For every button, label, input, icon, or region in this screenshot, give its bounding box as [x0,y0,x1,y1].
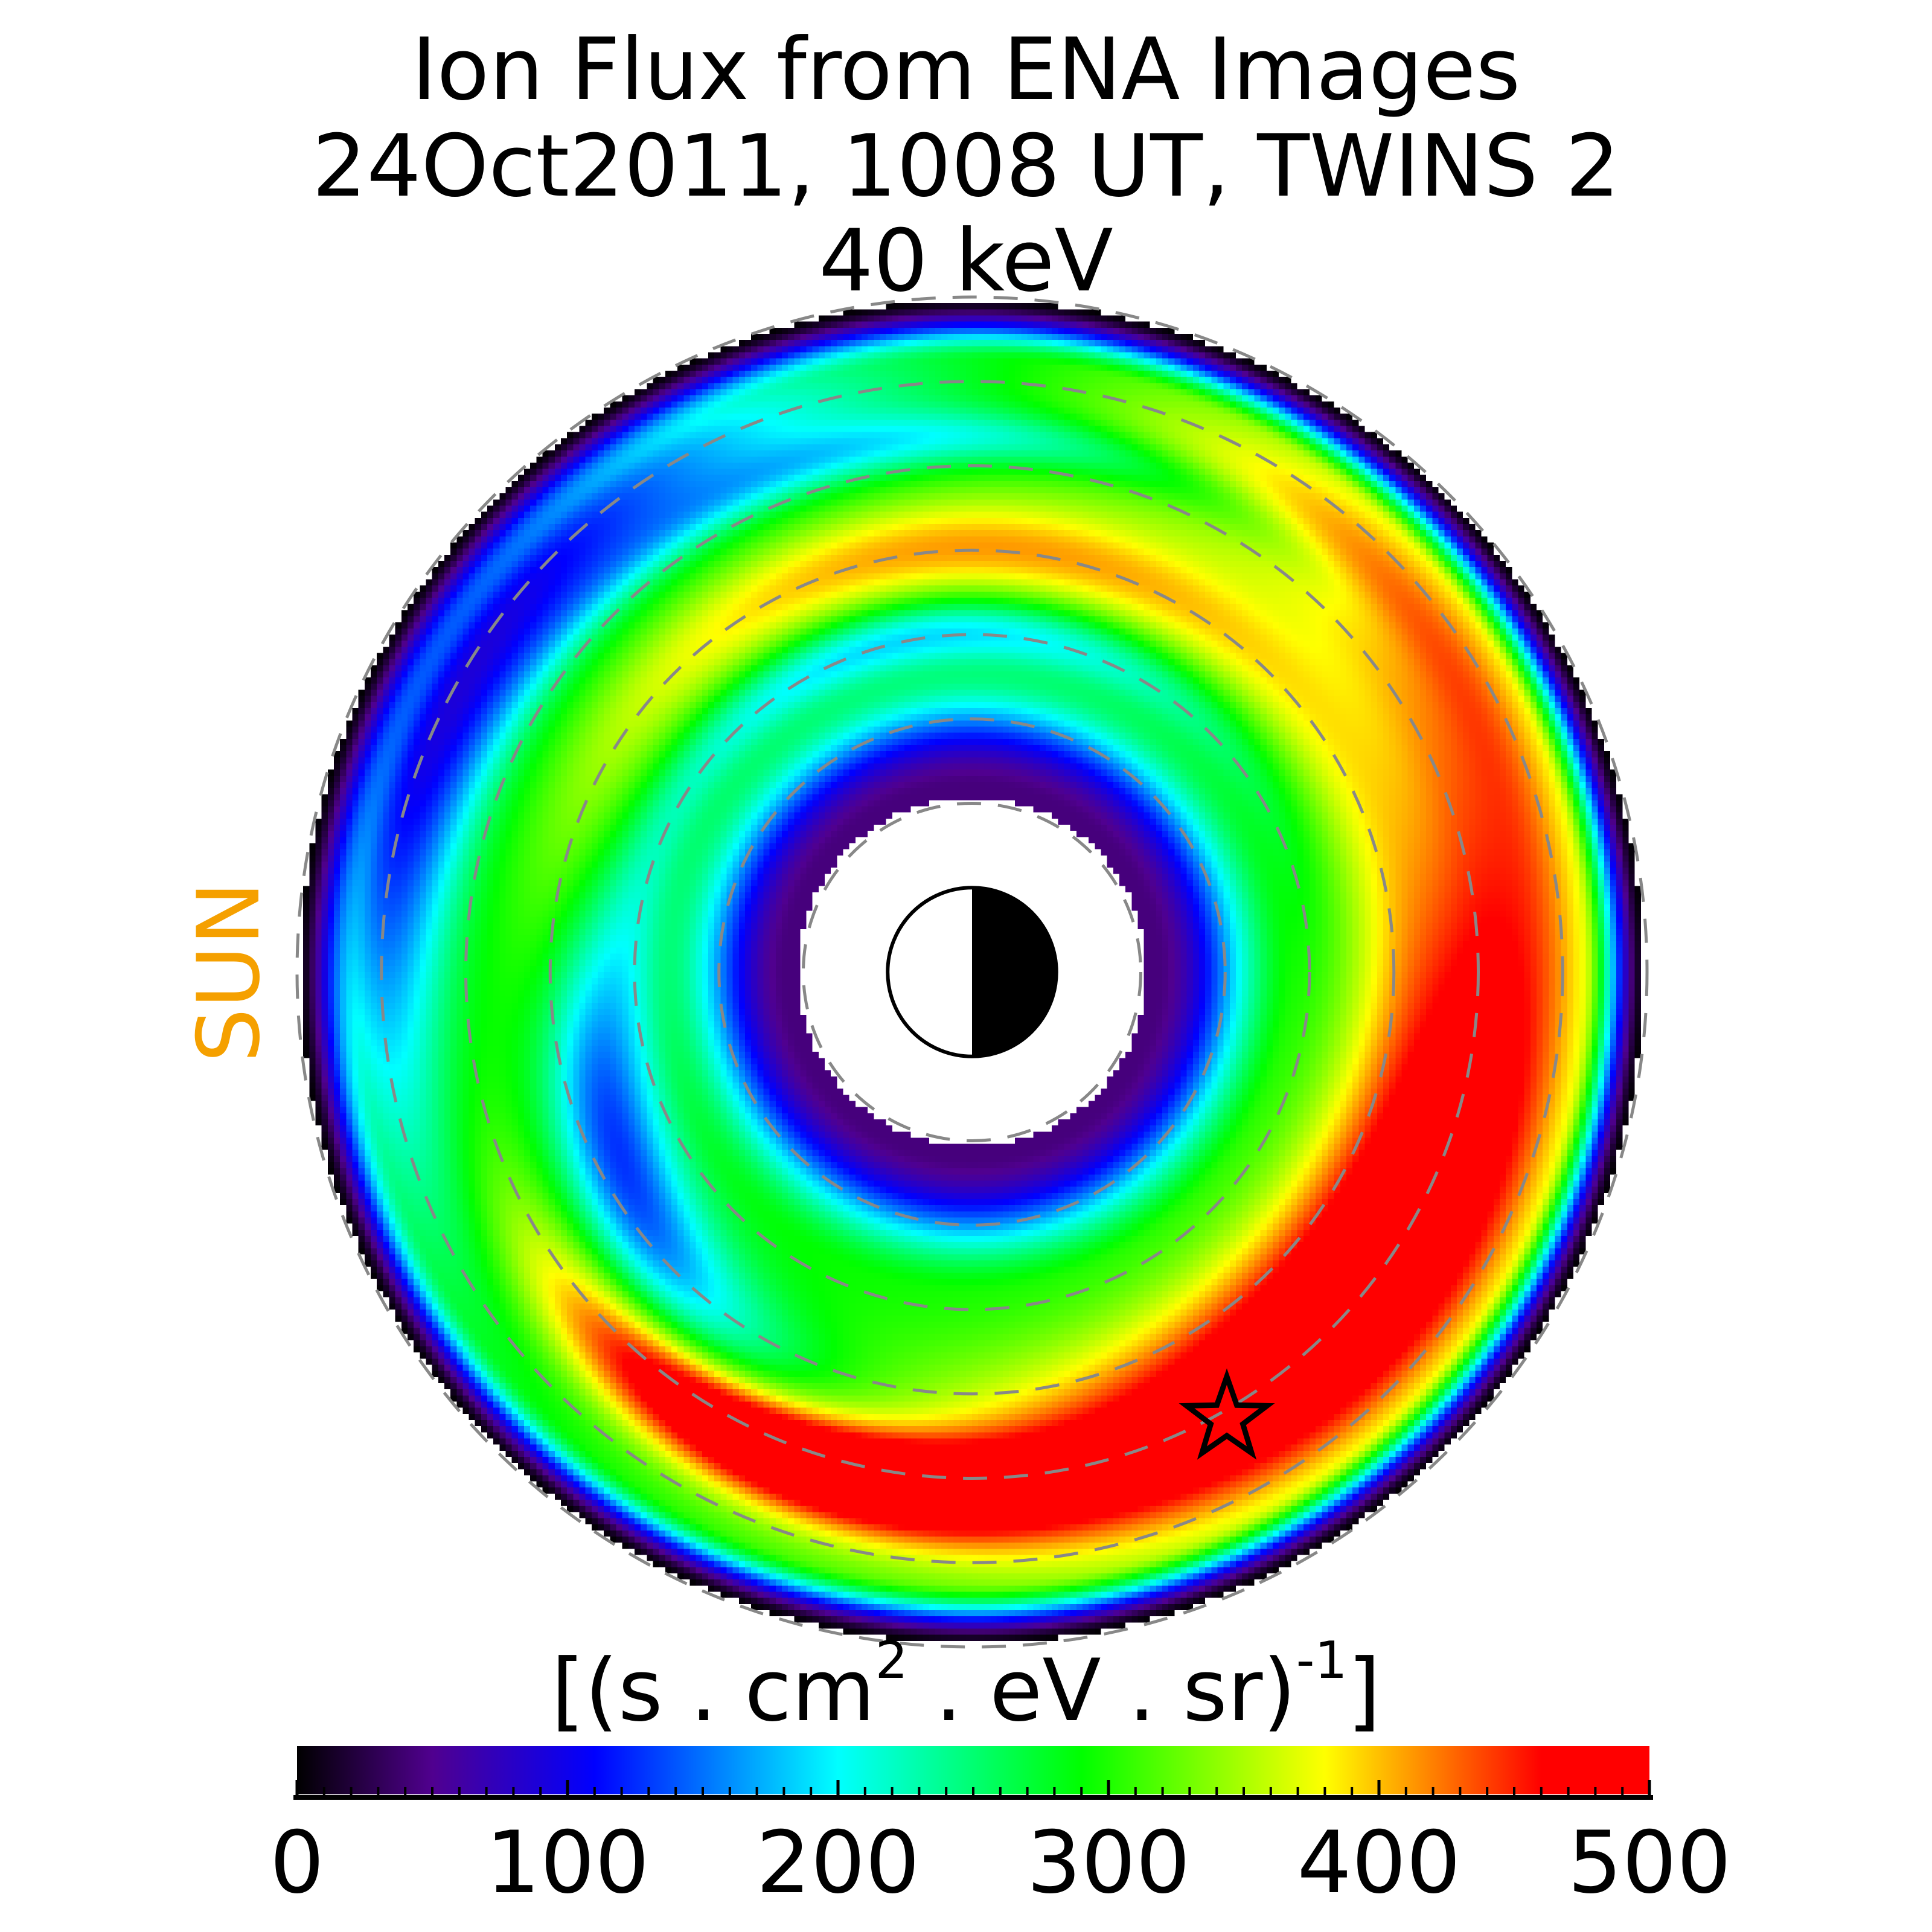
colorbar-tick-label: 0 [269,1813,325,1913]
label-part: [(s . cm [551,1641,875,1741]
label-part: ] [1347,1641,1381,1741]
satellite-star-icon [1179,1368,1275,1460]
dashed-radius-circle [295,295,1649,1649]
label-part: . eV . sr) [907,1641,1296,1741]
sun-direction-label: SUN [179,881,279,1063]
colorbar [297,1746,1649,1794]
title-line-1: Ion Flux from ENA Images [411,20,1521,120]
colorbar-tick-label: 500 [1567,1813,1732,1913]
colorbar-tick-label: 400 [1297,1813,1461,1913]
dashed-radius-circle [633,633,1311,1311]
label-exponent: -1 [1296,1631,1348,1690]
colorbar-tick-label: 300 [1026,1813,1191,1913]
dashed-radius-circle [464,464,1480,1480]
colorbar-tick-label: 100 [485,1813,650,1913]
colorbar-tick-label: 200 [756,1813,920,1913]
earth-icon [886,886,1058,1058]
title-line-3: 40 keV [819,211,1113,311]
title-line-2: 24Oct2011, 1008 UT, TWINS 2 [312,117,1620,216]
dashed-radius-circle [548,548,1396,1396]
dashed-radius-circle [717,717,1227,1227]
dashed-radius-circle [802,802,1142,1142]
dashed-radius-circle [380,380,1564,1564]
colorbar-label: [(s . cm2 . eV . sr)-1] [0,1635,1932,1734]
label-exponent: 2 [875,1631,908,1690]
